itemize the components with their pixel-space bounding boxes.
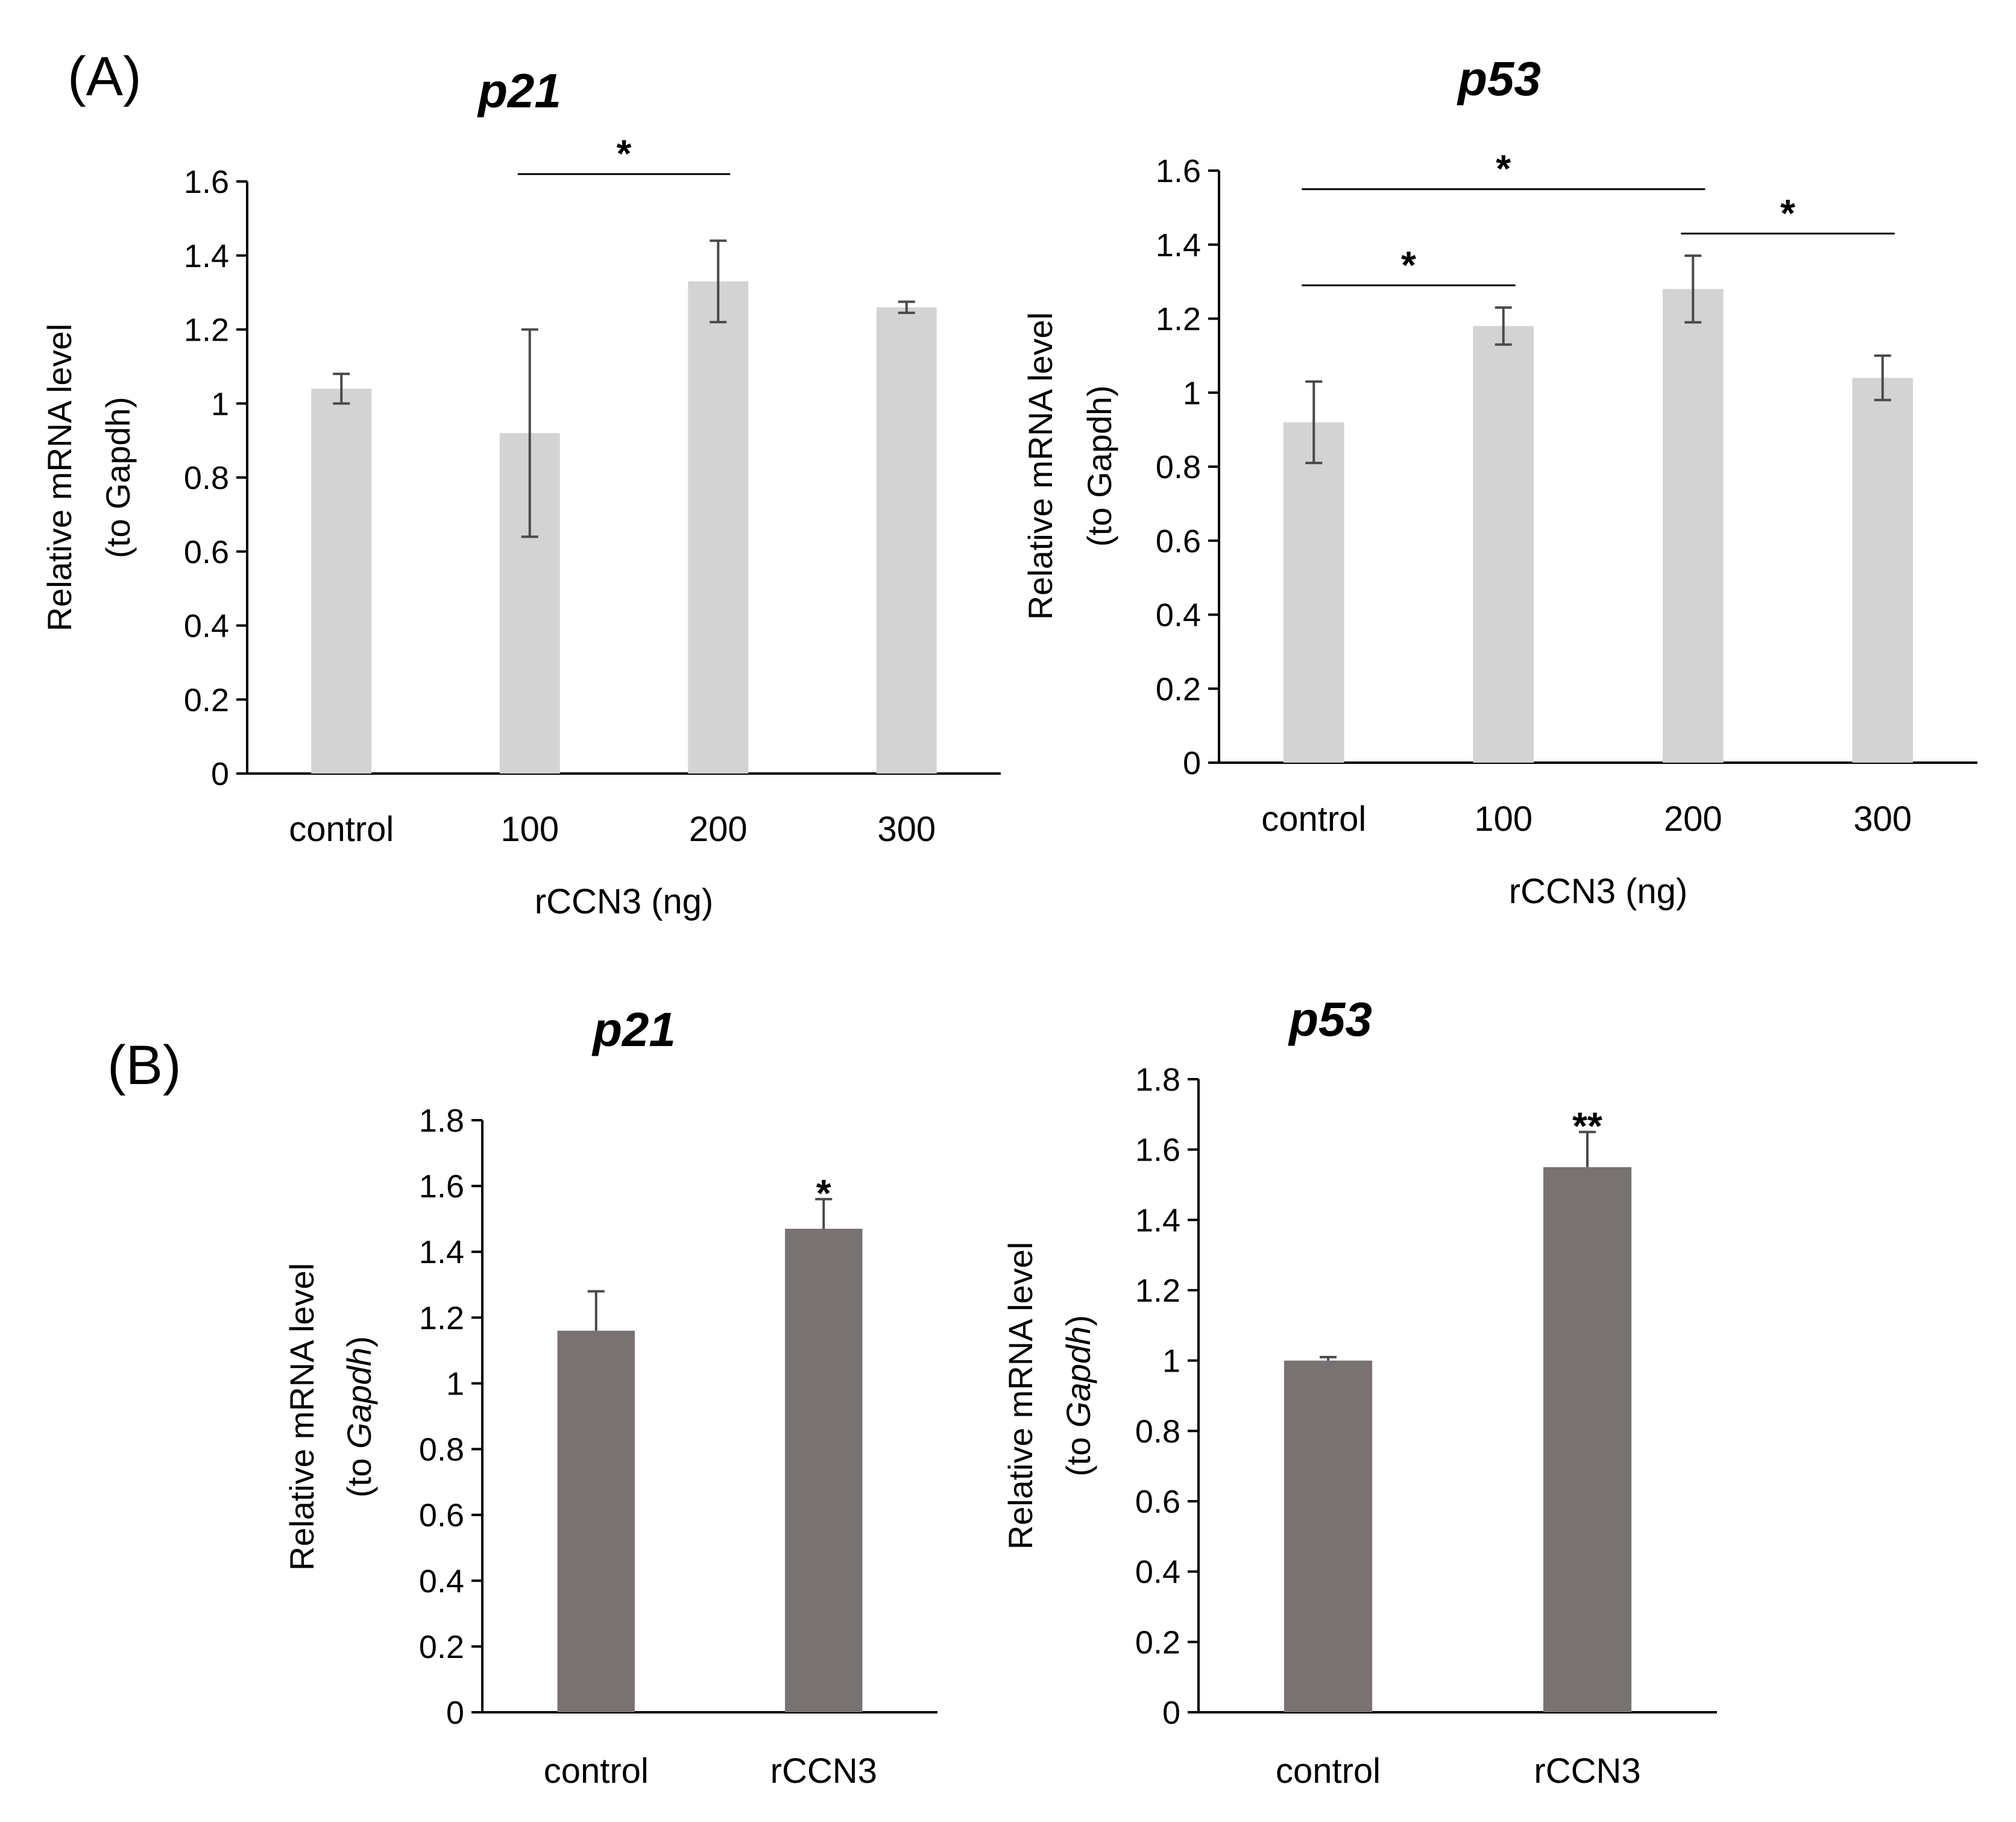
x-axis-label: rCCN3 (ng)	[1509, 872, 1688, 911]
y-tick-label: 0.8	[419, 1432, 464, 1468]
y-axis-label-line1: Relative mRNA level	[1021, 312, 1059, 620]
y-tick-label: 1.2	[184, 312, 229, 348]
bar	[557, 1331, 635, 1712]
y-tick-label: 0.2	[419, 1629, 464, 1665]
chart-title: p21	[591, 1003, 676, 1056]
bar	[1852, 377, 1914, 763]
bar-star: *	[816, 1171, 831, 1215]
chart-a-p53: p53 0 0.2 0.4 0.6 0.8 1 1.2 1.4 1.6 control 100 200 3…	[1021, 52, 1977, 911]
y-tick-label: 1.6	[1156, 153, 1201, 189]
bar	[876, 307, 937, 774]
y-tick-label: 0.2	[1156, 671, 1201, 707]
panel-label-b: (B)	[107, 1035, 181, 1096]
category-label: control	[289, 810, 394, 849]
y-tick-label: 0	[1183, 745, 1201, 781]
category-label: 300	[1853, 799, 1912, 839]
y-tick-label: 1.6	[1135, 1132, 1180, 1168]
x-axis-label: rCCN3 (ng)	[535, 882, 714, 921]
y-axis-label-prefix: (to	[1059, 1428, 1097, 1477]
y-tick-label: 1.4	[184, 238, 229, 274]
chart-title: p53	[1457, 52, 1541, 106]
category-label: 300	[877, 810, 936, 849]
y-tick-label: 1.2	[1135, 1273, 1180, 1309]
y-tick-label: 1.6	[184, 164, 229, 200]
y-tick-label: 0.4	[1156, 597, 1201, 634]
y-axis-label-line1: Relative mRNA level	[283, 1263, 321, 1571]
y-tick-label: 1.8	[1135, 1062, 1180, 1098]
y-tick-label: 1	[446, 1366, 464, 1402]
significance-star: *	[1496, 147, 1511, 191]
significance-star: *	[1401, 243, 1416, 286]
bar	[688, 281, 749, 774]
y-tick-label: 0	[446, 1695, 464, 1731]
category-label: rCCN3	[770, 1751, 877, 1791]
category-label: rCCN3	[1534, 1751, 1640, 1791]
y-axis-label-line2: (to Gapdh)	[1059, 1315, 1097, 1477]
y-axis-label-line1: Relative mRNA level	[40, 324, 78, 631]
y-axis-label-line2: (to Gapdh)	[1080, 385, 1118, 547]
y-tick-label: 0.4	[184, 608, 229, 645]
chart-title: p21	[477, 64, 561, 118]
y-tick-label: 1.2	[1156, 301, 1201, 338]
y-tick-label: 1.4	[1135, 1202, 1180, 1238]
y-tick-label: 1.6	[419, 1168, 464, 1205]
y-axis-label-gene: Gapdh	[340, 1348, 378, 1449]
bar	[1662, 289, 1724, 763]
y-tick-label: 0.8	[1156, 449, 1201, 485]
y-axis-label-gene: Gapdh	[1059, 1326, 1097, 1428]
chart-b-p53: p53 0 0.2 0.4 0.6 0.8 1 1.2 1.4 1.6 1.8 control rCCN…	[1001, 992, 1717, 1791]
category-label: control	[1261, 799, 1366, 839]
y-tick-label: 0.6	[184, 534, 229, 570]
category-label: 200	[689, 810, 748, 849]
y-tick-label: 0.8	[1135, 1413, 1180, 1449]
bar-star: **	[1572, 1105, 1602, 1148]
y-tick-label: 0.8	[184, 460, 229, 496]
bar	[1283, 422, 1344, 763]
y-tick-label: 0.4	[419, 1563, 464, 1600]
y-tick-label: 0.2	[1135, 1624, 1180, 1660]
y-tick-label: 1	[1183, 375, 1201, 411]
y-tick-label: 0	[1162, 1695, 1180, 1731]
significance-star: *	[617, 132, 632, 175]
y-tick-label: 1	[211, 386, 229, 422]
panel-label-a: (A)	[68, 46, 142, 107]
y-axis-label-prefix: (to	[340, 1449, 378, 1498]
y-tick-label: 0.2	[184, 682, 229, 718]
category-label: 100	[1474, 799, 1532, 839]
chart-title: p53	[1288, 992, 1372, 1046]
y-tick-label: 0.4	[1135, 1554, 1180, 1590]
y-tick-label: 0.6	[1135, 1484, 1180, 1520]
y-axis-label-suffix: )	[340, 1336, 378, 1348]
category-label: 200	[1664, 799, 1722, 839]
y-tick-label: 1.8	[419, 1103, 464, 1139]
significance-star: *	[1780, 191, 1795, 235]
y-axis-label-line2: (to Gapdh)	[340, 1336, 378, 1498]
y-axis-label-line1: Relative mRNA level	[1001, 1242, 1039, 1549]
y-tick-label: 0.6	[419, 1498, 464, 1534]
category-label: control	[1276, 1751, 1381, 1791]
y-tick-label: 1	[1162, 1343, 1180, 1379]
chart-a-p21: p21 0 0.2 0.4 0.6 0.8 1 1.2 1.4 1.6 control 100 200 3…	[40, 64, 1001, 921]
y-tick-label: 1.4	[1156, 227, 1201, 263]
y-tick-label: 1.2	[419, 1300, 464, 1336]
bar	[1543, 1167, 1632, 1712]
bar	[785, 1229, 863, 1712]
bar	[1473, 326, 1534, 763]
category-label: 100	[500, 810, 559, 849]
category-label: control	[544, 1751, 649, 1791]
bar	[311, 388, 372, 774]
y-axis-label-line2: (to Gapdh)	[99, 397, 137, 558]
y-tick-label: 0.6	[1156, 523, 1201, 560]
y-tick-label: 1.4	[419, 1234, 464, 1270]
bar	[1284, 1360, 1373, 1712]
chart-b-p21: p21 0 0.2 0.4 0.6 0.8 1 1.2 1.4 1.6 1.8 control rCCN…	[283, 1003, 937, 1791]
y-tick-label: 0	[211, 756, 229, 792]
y-axis-label-suffix: )	[1059, 1315, 1097, 1326]
